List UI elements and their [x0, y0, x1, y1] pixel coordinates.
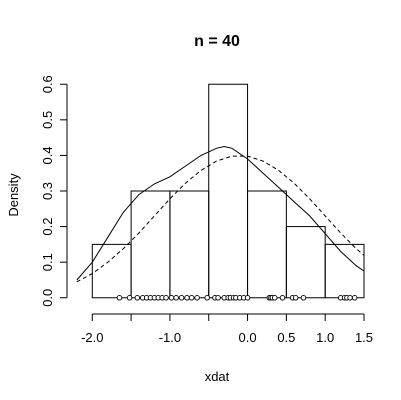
- plot-area: -2.0 -1.0 0.0 0.5 1.0 1.5 0.0 0.1 0.2 0.3 0.4 0.5 0.…: [40, 75, 373, 345]
- y-tick-label: 0.5: [40, 111, 55, 129]
- x-tick-label: 1.5: [355, 330, 373, 345]
- x-axis-label: xdat: [205, 369, 230, 384]
- y-tick-label: 0.0: [40, 289, 55, 307]
- rug-point: [204, 295, 210, 301]
- x-tick-label: 0.5: [277, 330, 295, 345]
- rug-point: [168, 295, 175, 301]
- histogram-bar: [208, 83, 249, 299]
- rug-point: [116, 295, 123, 301]
- y-tick-label: 0.3: [40, 182, 55, 200]
- chart-title: n = 40: [194, 33, 240, 50]
- x-tick-label: 1.0: [316, 330, 334, 345]
- rug-point: [126, 295, 133, 301]
- rug-point: [173, 295, 179, 301]
- rug-point: [163, 295, 169, 301]
- y-tick-label: 0.6: [40, 75, 55, 93]
- y-tick-label: 0.1: [40, 253, 55, 271]
- kernel-density-curve: [76, 145, 364, 281]
- histogram-bar: [285, 226, 326, 299]
- rug-point: [188, 295, 195, 301]
- rug-point: [194, 295, 200, 301]
- rug-point: [178, 295, 185, 301]
- rug-point: [279, 295, 286, 301]
- y-tick-label: 0.4: [40, 146, 55, 164]
- rug-point: [300, 295, 307, 301]
- histogram-bar: [169, 190, 210, 299]
- rug-point: [351, 295, 358, 301]
- rug-point: [292, 295, 299, 301]
- normal-density-curve: [76, 155, 364, 283]
- rug-point: [244, 295, 251, 301]
- rug-point: [271, 295, 278, 301]
- y-tick-label: 0.2: [40, 218, 55, 236]
- x-tick-label: -2.0: [81, 330, 103, 345]
- y-axis-label: Density: [6, 173, 21, 217]
- x-tick-label: -1.0: [159, 330, 181, 345]
- histogram-bar: [247, 190, 287, 299]
- rug-point: [134, 295, 141, 301]
- rug-point: [184, 295, 190, 301]
- x-tick-label: 0.0: [239, 330, 257, 345]
- histogram-bar: [324, 243, 365, 299]
- rug-point: [347, 295, 353, 301]
- histogram-bar: [130, 190, 171, 299]
- rug-point: [215, 295, 221, 301]
